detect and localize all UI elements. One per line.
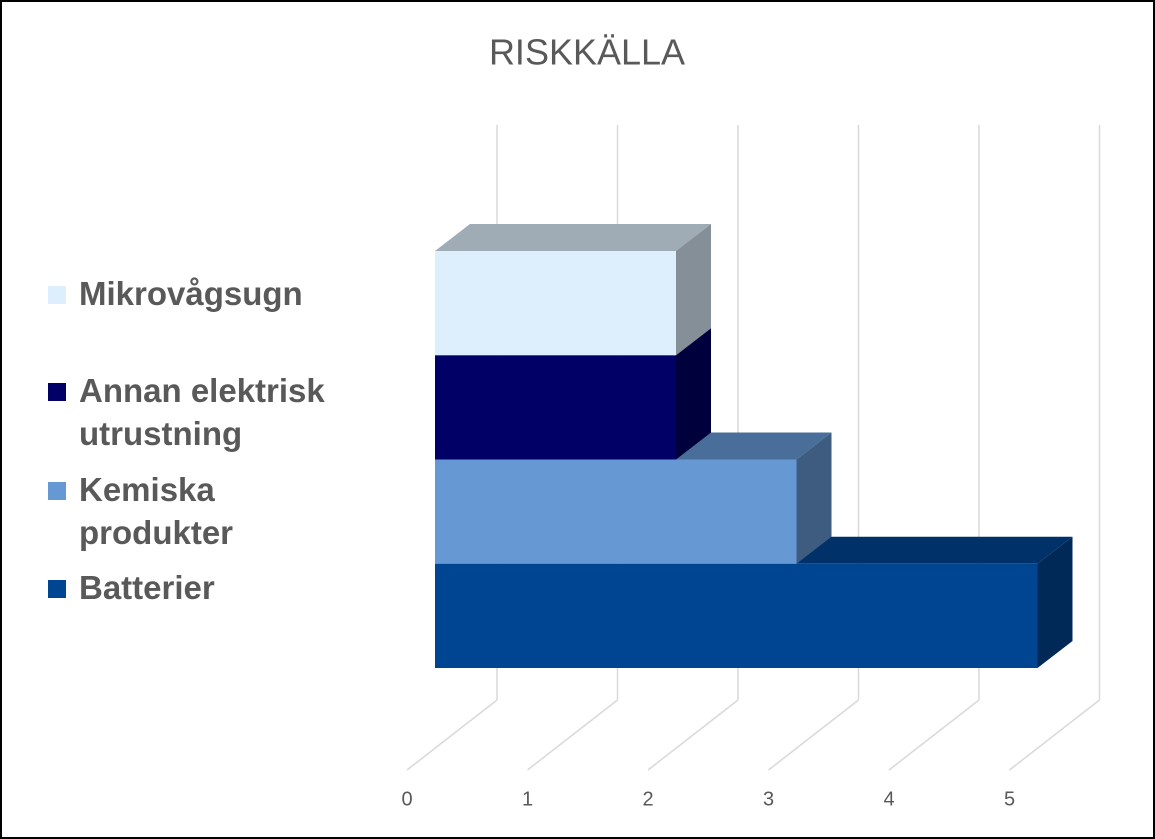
legend-label: Mikrovågsugn bbox=[79, 275, 303, 312]
bar bbox=[435, 251, 676, 356]
legend-label: Kemiska produkter bbox=[79, 471, 234, 551]
bar-side bbox=[676, 224, 711, 356]
x-tick-label: 3 bbox=[763, 788, 774, 810]
bar-side bbox=[676, 328, 711, 460]
x-tick-label: 4 bbox=[883, 788, 894, 810]
legend-label: Annan elektrisk utrustning bbox=[79, 372, 325, 452]
legend-swatch bbox=[48, 482, 66, 500]
legend-swatch bbox=[48, 580, 66, 598]
bar bbox=[435, 459, 797, 564]
legend-item: Batterier bbox=[48, 566, 348, 609]
grid-line bbox=[888, 699, 980, 771]
legend-swatch bbox=[48, 383, 66, 401]
legend-item: Annan elektrisk utrustning bbox=[48, 369, 348, 455]
legend-item: Mikrovågsugn bbox=[48, 272, 348, 315]
x-tick-label: 0 bbox=[401, 788, 412, 810]
grid-line bbox=[406, 699, 498, 771]
bar-side bbox=[796, 432, 832, 564]
legend-swatch bbox=[48, 286, 66, 304]
x-tick-label: 5 bbox=[1004, 788, 1015, 810]
bar bbox=[435, 563, 1038, 668]
grid-line bbox=[647, 699, 739, 771]
x-tick-label: 2 bbox=[642, 788, 653, 810]
legend-label: Batterier bbox=[79, 569, 215, 606]
bar bbox=[435, 355, 676, 460]
chart-title: RISKKÄLLA bbox=[489, 32, 685, 73]
grid-line bbox=[527, 699, 618, 771]
bar-top bbox=[435, 224, 711, 251]
bar-side bbox=[1037, 536, 1073, 668]
legend-item: Kemiska produkter bbox=[48, 468, 348, 554]
grid-line bbox=[768, 699, 859, 771]
grid-line bbox=[1009, 699, 1100, 771]
x-tick-label: 1 bbox=[522, 788, 533, 810]
